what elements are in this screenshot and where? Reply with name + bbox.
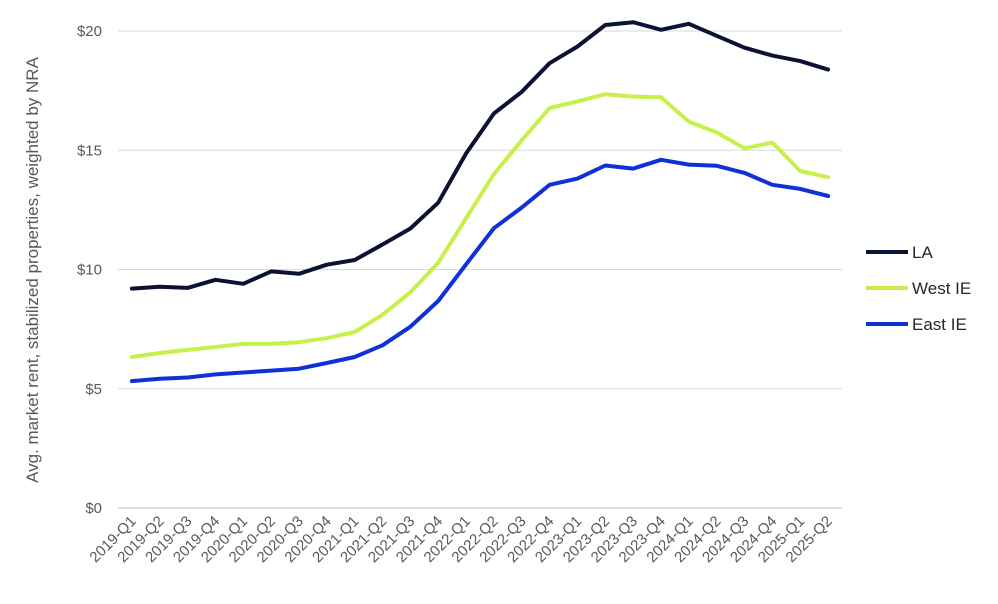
legend-label: East IE — [912, 315, 967, 334]
legend-label: West IE — [912, 279, 971, 298]
series-line-la — [129, 20, 831, 291]
series-line-west-ie — [129, 92, 831, 359]
y-tick-label: $15 — [77, 142, 102, 159]
y-axis-label: Avg. market rent, stabilized properties,… — [23, 56, 42, 482]
y-axis-ticks: $0 $5 $10 $15 $20 — [77, 23, 102, 517]
y-tick-label: $0 — [85, 500, 102, 517]
series-line-east-ie — [129, 157, 831, 384]
series-lines — [129, 20, 831, 384]
gridlines — [118, 30, 842, 509]
legend-label: LA — [912, 243, 933, 262]
legend: LA West IE East IE — [866, 243, 971, 334]
y-tick-label: $5 — [85, 381, 102, 398]
x-axis-ticks: 2019-Q12019-Q22019-Q32019-Q42020-Q12020-… — [86, 513, 835, 566]
y-tick-label: $10 — [77, 262, 102, 279]
y-tick-label: $20 — [77, 23, 102, 40]
